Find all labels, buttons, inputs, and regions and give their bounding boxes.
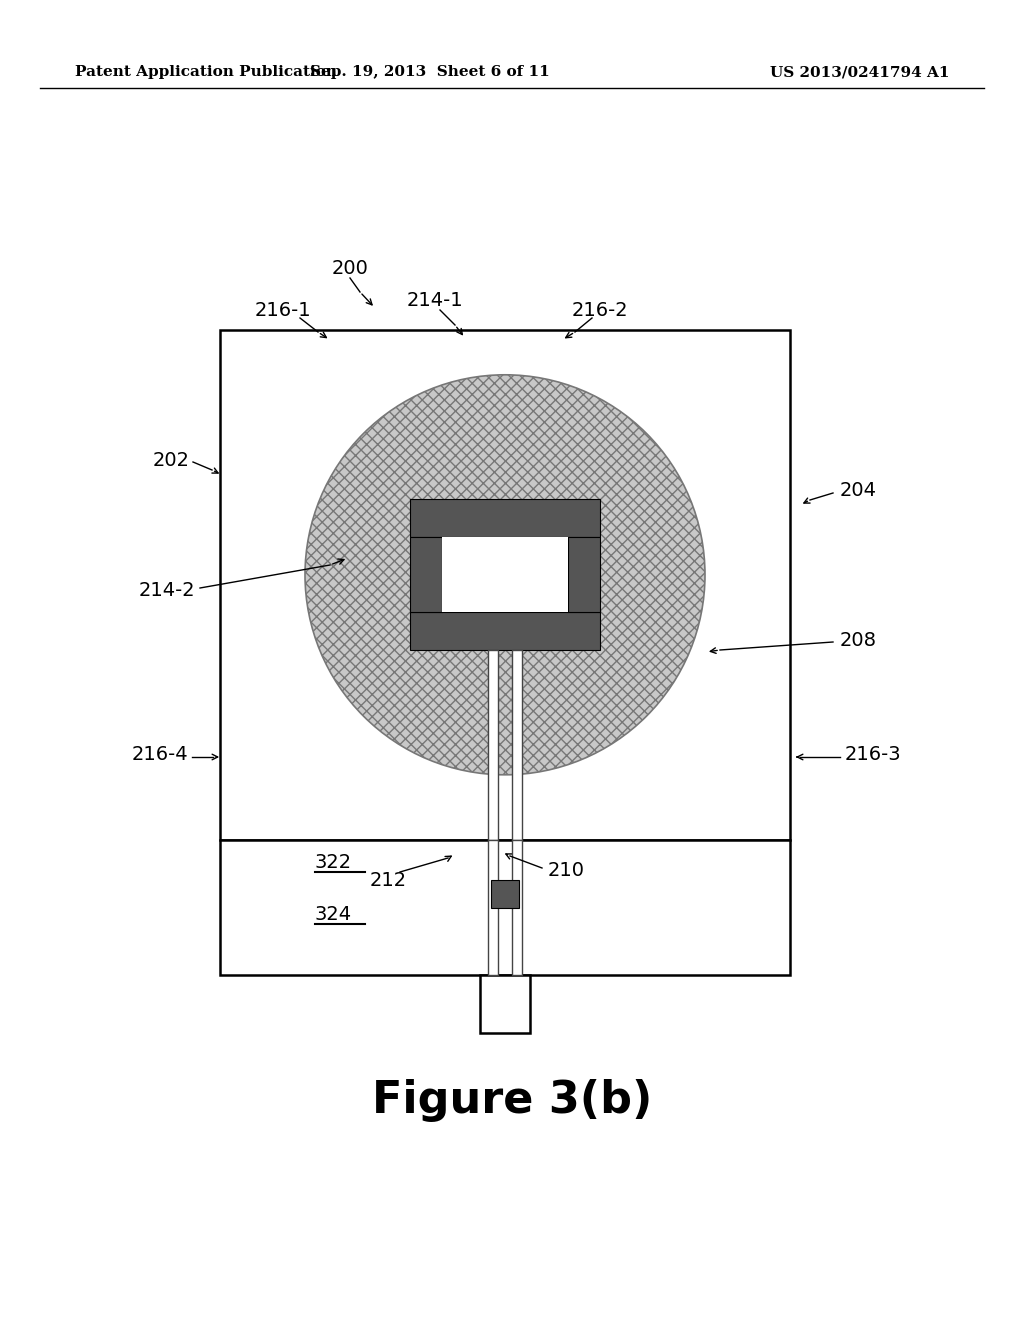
Text: 216-2: 216-2 [571, 301, 629, 319]
Text: 200: 200 [332, 259, 369, 277]
Text: 322: 322 [315, 853, 352, 871]
Bar [442, 537, 568, 612]
Text: 212: 212 [370, 870, 407, 890]
Text: US 2013/0241794 A1: US 2013/0241794 A1 [770, 65, 950, 79]
Text: 208: 208 [840, 631, 877, 649]
Text: Patent Application Publication: Patent Application Publication [75, 65, 337, 79]
Bar [410, 537, 442, 612]
Bar [220, 840, 790, 975]
Bar [488, 840, 498, 975]
Text: Sep. 19, 2013  Sheet 6 of 11: Sep. 19, 2013 Sheet 6 of 11 [310, 65, 550, 79]
Bar [490, 880, 519, 908]
Text: 216-1: 216-1 [255, 301, 311, 319]
Text: 216-3: 216-3 [845, 746, 901, 764]
Bar [488, 651, 498, 840]
Bar [410, 499, 600, 537]
Bar [480, 975, 530, 1034]
Text: 324: 324 [315, 904, 352, 924]
Bar [512, 840, 522, 975]
Bar [568, 537, 600, 612]
Text: Figure 3(b): Figure 3(b) [372, 1078, 652, 1122]
Text: 204: 204 [840, 480, 877, 499]
Text: 214-2: 214-2 [138, 581, 195, 599]
Text: 210: 210 [548, 861, 585, 879]
Text: 202: 202 [153, 450, 190, 470]
Bar [410, 612, 600, 651]
Text: 214-1: 214-1 [407, 290, 463, 309]
Bar [512, 651, 522, 840]
Text: 216-4: 216-4 [131, 746, 188, 764]
Circle shape [305, 375, 705, 775]
Bar [220, 330, 790, 840]
Bar [442, 537, 568, 612]
